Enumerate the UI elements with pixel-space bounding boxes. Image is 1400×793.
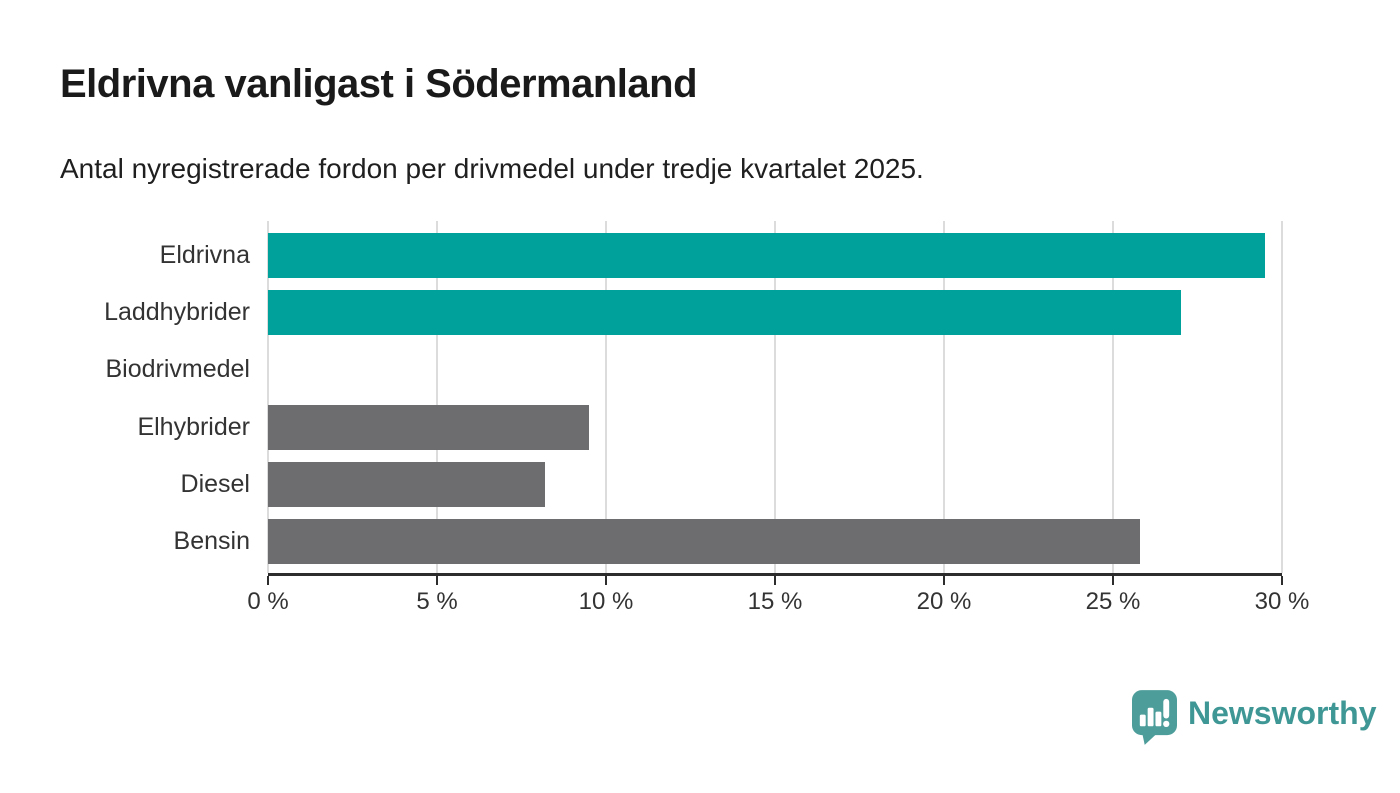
gridline (1281, 221, 1283, 573)
bar-elhybrider (268, 404, 590, 450)
x-axis-tick (605, 576, 607, 585)
chart-title: Eldrivna vanligast i Södermanland (60, 62, 698, 106)
x-axis-tick-label: 15 % (747, 588, 803, 615)
gridline (1112, 221, 1114, 573)
chart-subtitle: Antal nyregistrerade fordon per drivmede… (60, 153, 924, 184)
x-axis-tick (774, 576, 776, 585)
x-axis-tick-label: 30 % (1254, 588, 1310, 615)
gridline (943, 221, 945, 573)
category-label: Eldrivna (159, 241, 250, 269)
x-axis-tick (943, 576, 945, 585)
x-axis-tick-label: 20 % (916, 588, 972, 615)
category-label: Biodrivmedel (105, 355, 250, 384)
newsworthy-logo-text: Newsworthy (1188, 695, 1377, 731)
category-label: Diesel (180, 469, 250, 498)
x-axis-tick (1112, 576, 1114, 585)
category-label: Bensin (173, 527, 250, 555)
x-axis-tick (267, 576, 269, 585)
newsworthy-logo: Newsworthy (1132, 690, 1376, 750)
bar-eldrivna (268, 233, 1266, 278)
gridline (605, 221, 607, 573)
gridline (774, 221, 776, 573)
category-labels: Eldrivna Laddhybrider Biodrivmedel Elhybrid… (0, 221, 250, 573)
category-label: Laddhybrider (104, 298, 250, 327)
x-axis-tick (1281, 576, 1283, 585)
x-axis-tick (436, 576, 438, 585)
plot-area (267, 221, 1283, 573)
x-axis-tick-label: 25 % (1085, 588, 1141, 615)
category-label: Elhybrider (137, 412, 250, 441)
bar-bensin (268, 519, 1141, 564)
gridline (436, 221, 438, 573)
x-axis-line (268, 573, 1282, 576)
x-axis: 0 % 5 % 10 % 15 % 20 % 25 % 30 % (247, 573, 1309, 615)
x-axis-tick-label: 0 % (247, 588, 289, 615)
x-axis-tick-label: 10 % (578, 588, 634, 615)
gridline (267, 221, 269, 573)
x-axis-tick-label: 5 % (416, 588, 458, 615)
bar-diesel (268, 461, 546, 507)
newsworthy-bubble-chart-icon (1132, 690, 1177, 750)
bar-laddhybrider (268, 290, 1181, 336)
